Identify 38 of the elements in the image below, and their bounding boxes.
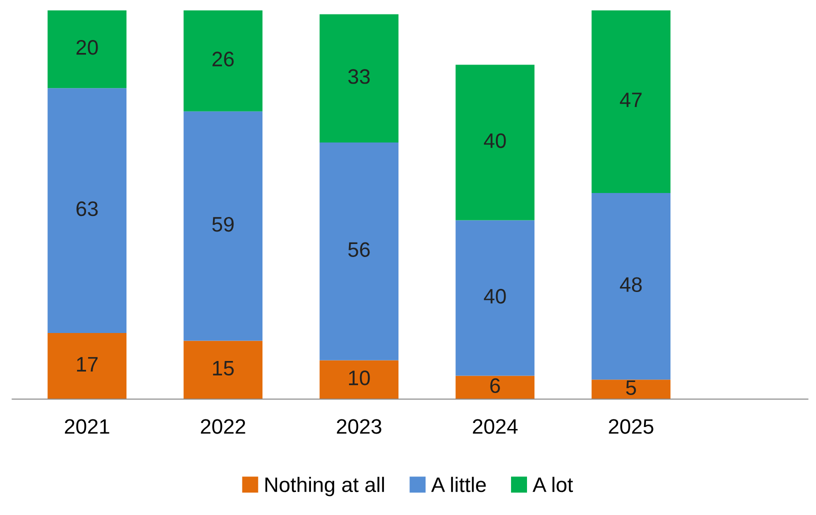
data-label: 33 [348,69,370,84]
bar [592,193,670,380]
data-label: 59 [212,216,234,232]
data-label: 5 [626,380,636,395]
data-label: 10 [349,370,370,386]
x-tick-label: 2025 [608,419,654,434]
bar [456,64,534,220]
bar [592,380,670,400]
x-tick-label: 2024 [472,419,518,434]
data-label: 40 [484,133,506,148]
bar [184,111,262,341]
data-label: 63 [76,201,98,216]
data-label: 56 [348,242,370,257]
data-label: 40 [484,288,506,304]
data-label: 6 [490,378,500,394]
x-tick-label: 2022 [200,419,246,434]
data-label: 20 [76,40,98,55]
x-tick-label: 2023 [336,419,382,434]
x-tick-label: 2021 [64,419,110,434]
bar [320,14,398,142]
bar [48,10,126,88]
bar [592,10,670,194]
bar [456,376,534,400]
bar [48,333,126,400]
bar [320,360,398,400]
data-label: 15 [213,361,234,376]
legend-label: A lot [532,476,573,492]
legend-label: Nothing at all [265,476,384,496]
data-label: 48 [620,277,642,292]
legend-label: A little [431,476,486,492]
data-label: 17 [77,357,98,372]
bar [48,88,126,334]
bar [184,10,262,112]
bar [184,340,262,400]
data-label: 26 [212,52,234,66]
bar [320,142,398,360]
data-label: 47 [620,92,642,108]
bar [456,220,534,376]
